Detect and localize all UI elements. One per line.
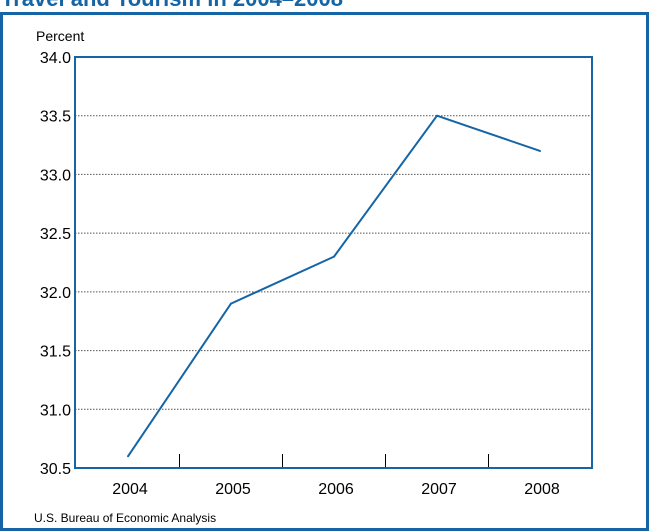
source-note: U.S. Bureau of Economic Analysis: [34, 511, 216, 525]
data-point: [127, 455, 129, 458]
y-tick-label: 32.0: [40, 285, 71, 302]
data-point: [333, 255, 335, 258]
x-tick-label: 2007: [421, 481, 457, 498]
series-layer: [127, 114, 541, 458]
y-axis-label: Percent: [36, 28, 84, 44]
figure-border: [0, 12, 649, 531]
gridlines: [75, 115, 592, 410]
y-tick-label: 31.5: [40, 344, 71, 361]
data-point: [436, 114, 438, 117]
chart-title: Travel and Tourism in 2004–2008: [1, 0, 343, 11]
y-tick-label: 32.5: [40, 226, 71, 243]
x-tick-labels: 2004 2005 2006 2007 2008: [112, 481, 560, 498]
y-tick-label: 34.0: [40, 50, 71, 67]
y-tick-label: 33.5: [40, 109, 71, 126]
x-tick-label: 2004: [112, 481, 148, 498]
data-point: [230, 302, 232, 305]
y-tick-label: 31.0: [40, 402, 71, 419]
x-tick-marks: [179, 454, 489, 468]
y-tick-labels: 30.5 31.0 31.5 32.0 32.5 33.0 33.5 34.0: [40, 50, 71, 478]
y-tick-label: 30.5: [40, 461, 71, 478]
y-tick-label: 33.0: [40, 167, 71, 184]
plot-area-border: [74, 56, 593, 469]
x-tick-label: 2006: [318, 481, 354, 498]
data-point: [539, 149, 541, 152]
x-tick-label: 2005: [215, 481, 251, 498]
x-tick-label: 2008: [524, 481, 560, 498]
